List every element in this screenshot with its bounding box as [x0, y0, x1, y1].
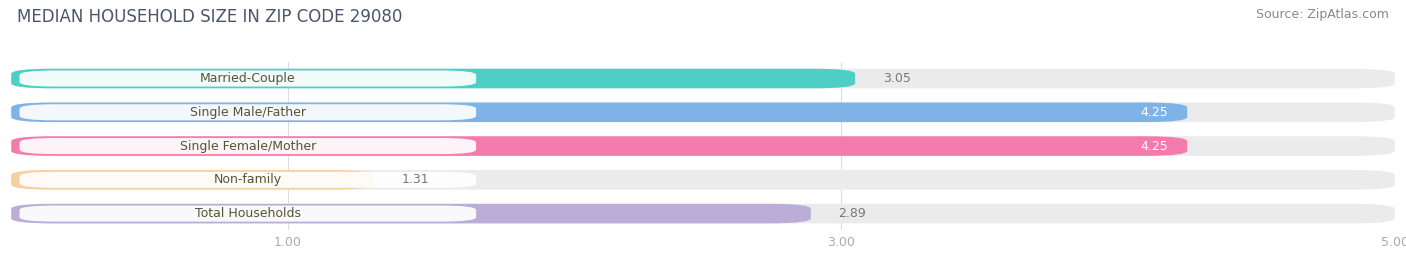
- Text: Total Households: Total Households: [195, 207, 301, 220]
- FancyBboxPatch shape: [11, 69, 1395, 88]
- FancyBboxPatch shape: [11, 170, 374, 190]
- Text: Single Female/Mother: Single Female/Mother: [180, 140, 316, 152]
- FancyBboxPatch shape: [11, 102, 1395, 122]
- Text: MEDIAN HOUSEHOLD SIZE IN ZIP CODE 29080: MEDIAN HOUSEHOLD SIZE IN ZIP CODE 29080: [17, 8, 402, 26]
- FancyBboxPatch shape: [11, 204, 811, 224]
- Text: 2.89: 2.89: [838, 207, 866, 220]
- Text: Non-family: Non-family: [214, 173, 281, 186]
- Text: 1.31: 1.31: [401, 173, 429, 186]
- FancyBboxPatch shape: [11, 170, 1395, 190]
- Text: 4.25: 4.25: [1140, 106, 1168, 119]
- FancyBboxPatch shape: [11, 102, 1187, 122]
- Text: 4.25: 4.25: [1140, 140, 1168, 152]
- FancyBboxPatch shape: [20, 138, 477, 154]
- Text: 3.05: 3.05: [883, 72, 911, 85]
- FancyBboxPatch shape: [11, 136, 1187, 156]
- FancyBboxPatch shape: [11, 69, 855, 88]
- Text: Source: ZipAtlas.com: Source: ZipAtlas.com: [1256, 8, 1389, 21]
- FancyBboxPatch shape: [11, 204, 1395, 224]
- Text: Married-Couple: Married-Couple: [200, 72, 295, 85]
- FancyBboxPatch shape: [20, 172, 477, 188]
- FancyBboxPatch shape: [20, 70, 477, 87]
- Text: Single Male/Father: Single Male/Father: [190, 106, 307, 119]
- FancyBboxPatch shape: [20, 104, 477, 120]
- FancyBboxPatch shape: [11, 136, 1395, 156]
- FancyBboxPatch shape: [20, 206, 477, 222]
